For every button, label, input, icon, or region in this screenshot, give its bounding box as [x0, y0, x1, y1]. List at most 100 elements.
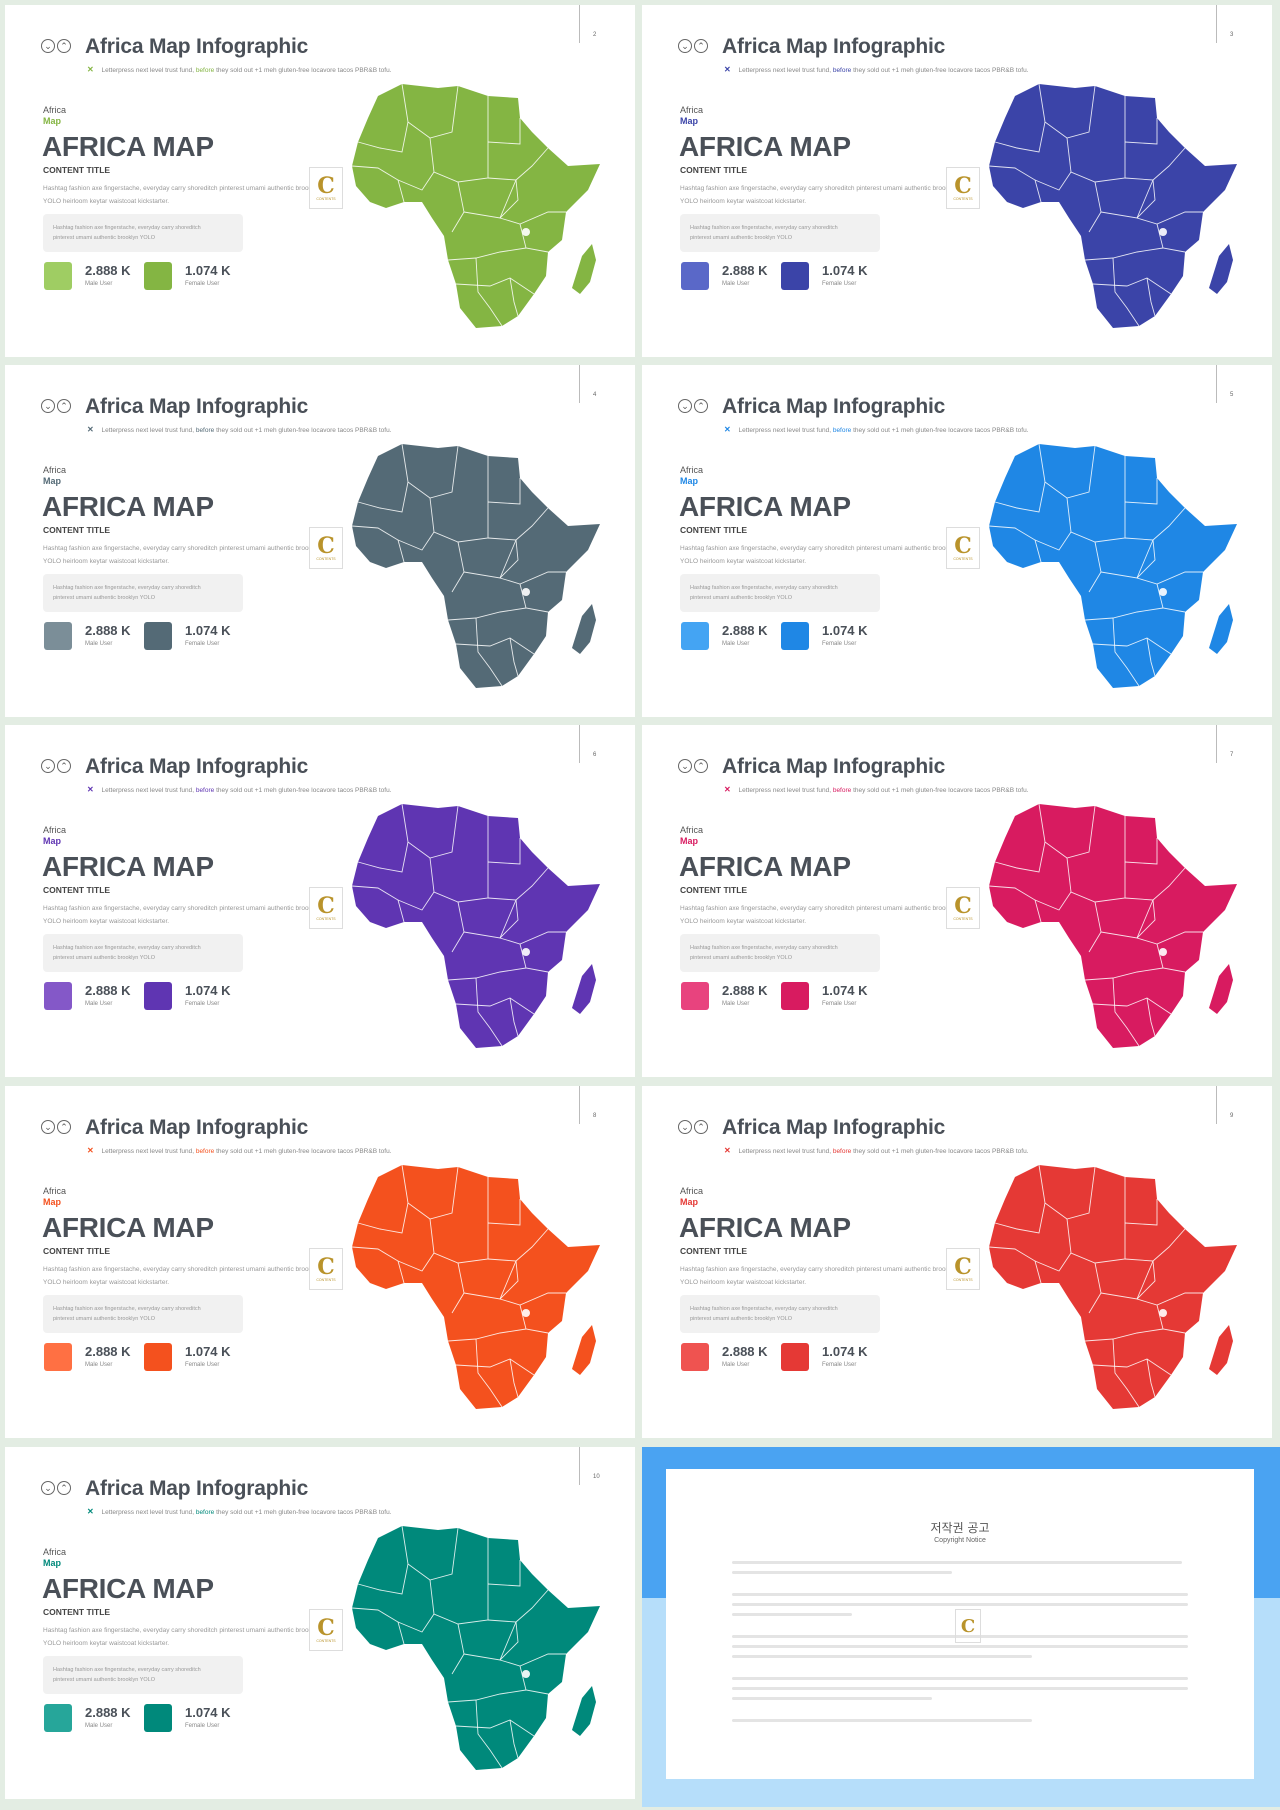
female-label: Female User: [822, 1001, 857, 1007]
chevron-up-icon[interactable]: ⌃: [694, 1120, 708, 1134]
chevron-down-icon[interactable]: ⌄: [678, 759, 692, 773]
chevron-up-icon[interactable]: ⌃: [694, 399, 708, 413]
subtitle-highlight: before: [195, 427, 215, 434]
female-color-swatch: [781, 1343, 809, 1371]
page-number: 5: [1230, 392, 1234, 398]
male-value: 2.888 K: [722, 623, 768, 638]
page-box: [579, 365, 635, 403]
female-label: Female User: [822, 281, 857, 287]
male-label: Male User: [722, 1362, 750, 1368]
slide-subtitle: ✕ Letterpress next level trust fund, bef…: [87, 425, 392, 434]
chevron-down-icon[interactable]: ⌄: [678, 399, 692, 413]
chevron-up-icon[interactable]: ⌃: [57, 759, 71, 773]
chevron-up-icon[interactable]: ⌃: [57, 1120, 71, 1134]
subtitle-pre: Letterpress next level trust fund,: [101, 427, 195, 434]
slide-thumbnail[interactable]: ⌄ ⌃ Africa Map Infographic ✕ Letterpress…: [5, 365, 635, 717]
main-heading: AFRICA MAP: [679, 131, 851, 162]
male-label: Male User: [722, 1001, 750, 1007]
chevron-up-icon[interactable]: ⌃: [57, 399, 71, 413]
slide-thumbnail[interactable]: ⌄ ⌃ Africa Map Infographic ✕ Letterpress…: [5, 725, 635, 1077]
logo-text: CONTENTS: [316, 557, 336, 561]
logo-letter: C: [954, 893, 972, 919]
nav-icons: ⌄ ⌃: [678, 39, 708, 53]
page-box: [579, 1086, 635, 1124]
notice-text-line: [732, 1635, 1188, 1638]
contents-logo: C CONTENTS: [309, 527, 343, 569]
chevron-down-icon[interactable]: ⌄: [41, 759, 55, 773]
slide-title: Africa Map Infographic: [722, 395, 946, 418]
slide-thumbnail[interactable]: ⌄ ⌃ Africa Map Infographic ✕ Letterpress…: [5, 1447, 635, 1799]
main-heading: AFRICA MAP: [679, 491, 851, 522]
contents-logo: C CONTENTS: [946, 527, 980, 569]
logo-text: CONTENTS: [316, 197, 336, 201]
map-label: Map: [680, 116, 698, 126]
subtitle-post: they sold out +1 meh gluten-free locavor…: [216, 1509, 392, 1516]
female-color-swatch: [144, 262, 172, 290]
copyright-notice-slide[interactable]: 저작권 공고 Copyright Notice C: [642, 1447, 1280, 1807]
subtitle-highlight: before: [832, 1148, 852, 1155]
female-value: 1.074 K: [822, 623, 868, 638]
notice-text-line: [732, 1603, 1188, 1606]
subtitle-pre: Letterpress next level trust fund,: [101, 1509, 195, 1516]
content-title: CONTENT TITLE: [680, 165, 748, 175]
notice-text-line: [732, 1561, 1182, 1564]
chevron-down-icon[interactable]: ⌄: [41, 399, 55, 413]
female-label: Female User: [185, 1723, 220, 1729]
contents-logo: C CONTENTS: [309, 1609, 343, 1651]
male-color-swatch: [44, 982, 72, 1010]
notice-text-line: [732, 1613, 852, 1616]
map-label: Map: [680, 1197, 698, 1207]
notice-text-line: [732, 1655, 1032, 1658]
slide-thumbnail[interactable]: ⌄ ⌃ Africa Map Infographic ✕ Letterpress…: [642, 725, 1272, 1077]
africa-label: Africa: [43, 1547, 67, 1557]
close-icon: ✕: [87, 1146, 94, 1155]
chevron-down-icon[interactable]: ⌄: [41, 39, 55, 53]
africa-label: Africa: [680, 105, 704, 115]
chevron-down-icon[interactable]: ⌄: [678, 39, 692, 53]
slide-thumbnail[interactable]: ⌄ ⌃ Africa Map Infographic ✕ Letterpress…: [5, 5, 635, 357]
slide-title: Africa Map Infographic: [722, 35, 946, 58]
africa-map: [351, 803, 600, 1048]
slide-thumbnail[interactable]: ⌄ ⌃ Africa Map Infographic ✕ Letterpress…: [642, 1086, 1272, 1438]
logo-letter: C: [954, 1254, 972, 1280]
main-heading: AFRICA MAP: [42, 1212, 214, 1243]
male-value: 2.888 K: [85, 983, 131, 998]
slide-thumbnail[interactable]: ⌄ ⌃ Africa Map Infographic ✕ Letterpress…: [642, 365, 1272, 717]
slide-subtitle: ✕ Letterpress next level trust fund, bef…: [87, 65, 392, 74]
description: Hashtag fashion axe fingerstache, everyd…: [43, 1266, 321, 1286]
africa-label: Africa: [680, 1186, 704, 1196]
logo-letter: C: [954, 173, 972, 199]
content-title: CONTENT TITLE: [680, 885, 748, 895]
page-box: [1216, 725, 1272, 763]
female-color-swatch: [144, 1704, 172, 1732]
nav-icons: ⌄ ⌃: [678, 1120, 708, 1134]
male-color-swatch: [44, 622, 72, 650]
chevron-down-icon[interactable]: ⌄: [41, 1481, 55, 1495]
chevron-down-icon[interactable]: ⌄: [41, 1120, 55, 1134]
chevron-down-icon[interactable]: ⌄: [678, 1120, 692, 1134]
slide-thumbnail[interactable]: ⌄ ⌃ Africa Map Infographic ✕ Letterpress…: [5, 1086, 635, 1438]
content-title: CONTENT TITLE: [43, 885, 111, 895]
chevron-up-icon[interactable]: ⌃: [694, 39, 708, 53]
close-icon: ✕: [724, 785, 731, 794]
chevron-up-icon[interactable]: ⌃: [57, 1481, 71, 1495]
africa-label: Africa: [43, 105, 67, 115]
nav-icons: ⌄ ⌃: [678, 399, 708, 413]
notice-card: 저작권 공고 Copyright Notice C: [666, 1469, 1254, 1779]
female-value: 1.074 K: [185, 1705, 231, 1720]
chevron-up-icon[interactable]: ⌃: [57, 39, 71, 53]
main-heading: AFRICA MAP: [679, 1212, 851, 1243]
female-value: 1.074 K: [822, 1344, 868, 1359]
africa-label: Africa: [680, 825, 704, 835]
page-box: [1216, 365, 1272, 403]
logo-letter: C: [317, 1615, 335, 1641]
africa-map: [988, 803, 1237, 1048]
slide-thumbnail[interactable]: ⌄ ⌃ Africa Map Infographic ✕ Letterpress…: [642, 5, 1272, 357]
subtitle-post: they sold out +1 meh gluten-free locavor…: [216, 1148, 392, 1155]
notice-text-line: [732, 1677, 1188, 1680]
chevron-up-icon[interactable]: ⌃: [694, 759, 708, 773]
description: Hashtag fashion axe fingerstache, everyd…: [43, 905, 321, 925]
map-label: Map: [680, 476, 698, 486]
male-label: Male User: [85, 281, 113, 287]
female-value: 1.074 K: [822, 263, 868, 278]
